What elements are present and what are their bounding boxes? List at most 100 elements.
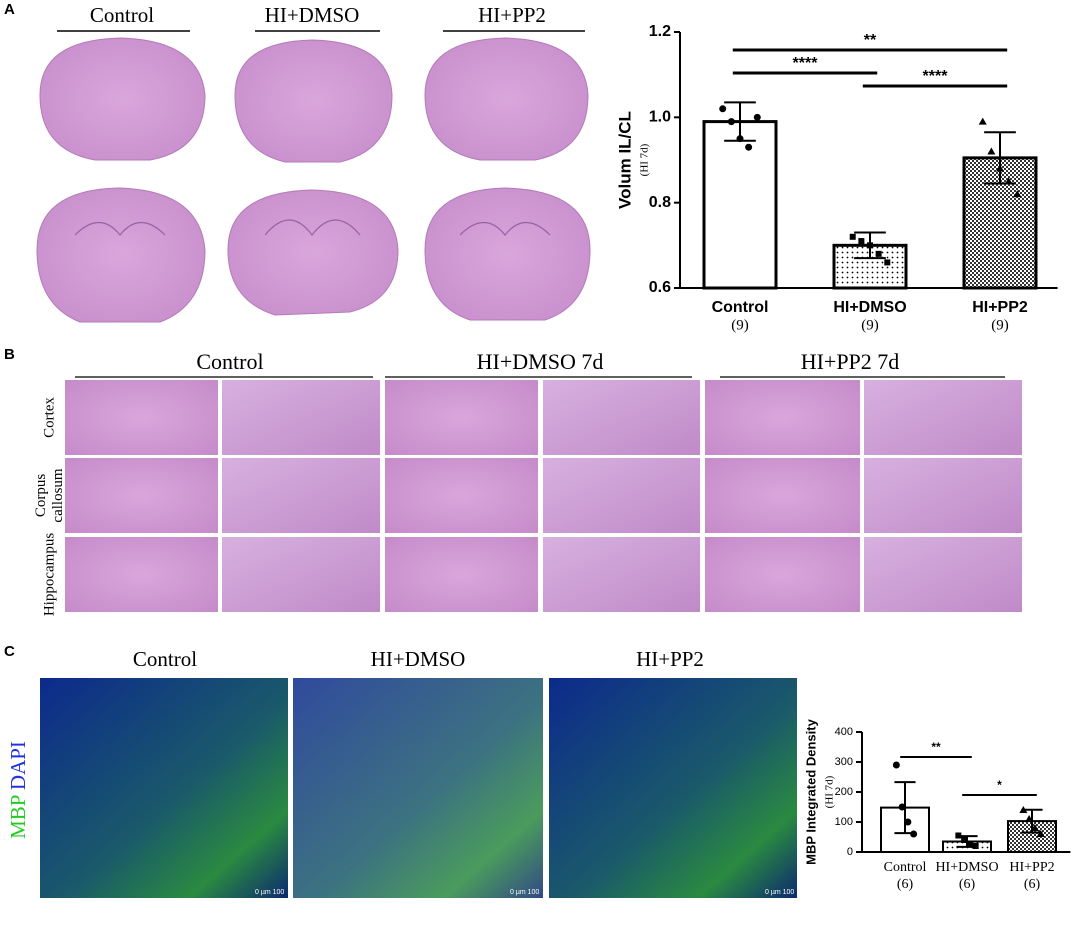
data-point: [1019, 806, 1028, 813]
histology-image: [385, 380, 538, 455]
y-tick-label: 0.6: [649, 279, 671, 296]
x-tick-label: HI+DMSO: [833, 299, 906, 316]
fluorescence-images: [40, 678, 797, 898]
y-tick-label: 0: [847, 846, 853, 858]
brain-detail: [74, 219, 551, 236]
y-axis-sublabel: (HI 7d): [824, 775, 836, 808]
stain-label: MBP DAPI: [6, 741, 30, 839]
data-point: [996, 164, 1004, 172]
data-point: [736, 135, 744, 143]
column-header: Control: [90, 3, 154, 27]
stain-dapi: DAPI: [6, 741, 30, 790]
histology-image: [65, 537, 218, 612]
y-tick-label: 100: [835, 816, 853, 828]
sample-size: (9): [731, 317, 749, 333]
data-point: [898, 803, 906, 811]
brain-sections: [36, 37, 591, 323]
y-tick-label: 1.2: [649, 23, 671, 40]
panel-label: B: [4, 346, 15, 363]
y-tick-label: 1.0: [649, 109, 671, 126]
data-point: [884, 259, 891, 266]
histology-image: [222, 537, 380, 612]
row-label: Hippocampus: [41, 533, 57, 616]
row-label: Cortex: [41, 397, 57, 438]
y-tick-label: 400: [835, 726, 853, 738]
histology-image: [705, 537, 860, 612]
data-point: [858, 238, 865, 245]
histology-image: [705, 458, 860, 533]
data-point: [955, 832, 962, 839]
histology-image: [864, 380, 1022, 455]
row-labels: Cortex Corpus callosum Hippocampus: [33, 397, 66, 617]
scale-bar-label: 0 µm 100: [255, 889, 284, 896]
y-tick-label: 300: [835, 756, 853, 768]
histology-image: [222, 458, 380, 533]
histology-grid: [65, 380, 1022, 612]
data-point: [1036, 830, 1045, 837]
data-point: [987, 147, 996, 155]
column-header: HI+PP2: [636, 647, 704, 671]
column-header: HI+PP2: [478, 3, 546, 27]
data-point: [875, 250, 882, 257]
histology-image: [65, 458, 218, 533]
significance-label: *: [997, 778, 1002, 792]
y-axis-sublabel: (HI 7d): [639, 143, 651, 176]
data-point: [904, 818, 912, 826]
data-point: [867, 242, 873, 249]
sample-size: (9): [861, 317, 879, 333]
panel-label: C: [4, 643, 15, 660]
y-axis-label: MBP Integrated Density: [803, 718, 818, 864]
histology-image: [222, 380, 380, 455]
column-header: HI+DMSO: [265, 3, 360, 27]
data-point: [1004, 177, 1013, 185]
stain-mbp: MBP: [6, 795, 30, 839]
x-tick-label: HI+DMSO: [935, 860, 998, 875]
significance-label: ****: [793, 55, 819, 72]
data-point: [978, 117, 987, 125]
histology-image: [385, 458, 538, 533]
histology-image: [65, 380, 218, 455]
histology-image: [543, 537, 700, 612]
histology-image: [543, 458, 700, 533]
data-point: [972, 843, 979, 849]
data-point: [1025, 815, 1034, 822]
column-header: HI+DMSO 7d: [477, 349, 604, 374]
histology-image: [864, 458, 1022, 533]
x-tick-label: HI+PP2: [1009, 860, 1054, 875]
histology-image: [705, 380, 860, 455]
scale-bar-label: 0 µm 100: [765, 889, 794, 896]
data-point: [1030, 824, 1039, 831]
significance-label: ****: [923, 68, 949, 85]
significance-label: **: [931, 740, 941, 754]
sample-size: (6): [897, 877, 914, 892]
y-tick-label: 200: [835, 786, 853, 798]
panel-label: A: [4, 1, 15, 18]
data-point: [961, 837, 968, 843]
y-axis-label: Volum IL/CL: [615, 111, 634, 209]
scale-bar-label: 0 µm 100: [510, 889, 539, 896]
data-point: [849, 233, 856, 240]
column-header: HI+PP2 7d: [801, 349, 900, 374]
bar: [702, 120, 778, 290]
sample-size: (6): [959, 877, 976, 892]
data-point: [910, 830, 918, 838]
row-label: Corpus: [33, 474, 49, 518]
column-header: HI+DMSO: [371, 647, 466, 671]
data-point: [727, 118, 735, 126]
sample-size: (6): [1024, 877, 1041, 892]
column-header: Control: [196, 349, 263, 374]
data-point: [966, 841, 973, 848]
significance-label: **: [864, 32, 877, 49]
sample-size: (9): [991, 317, 1009, 333]
data-point: [892, 761, 900, 769]
histology-image: [864, 537, 1022, 612]
histology-image: [543, 380, 700, 455]
row-label: callosum: [50, 468, 66, 522]
data-point: [1013, 190, 1022, 198]
data-point: [753, 113, 761, 121]
data-point: [745, 143, 753, 151]
histology-image: [385, 537, 538, 612]
x-tick-label: HI+PP2: [972, 299, 1028, 316]
data-point: [719, 105, 727, 113]
